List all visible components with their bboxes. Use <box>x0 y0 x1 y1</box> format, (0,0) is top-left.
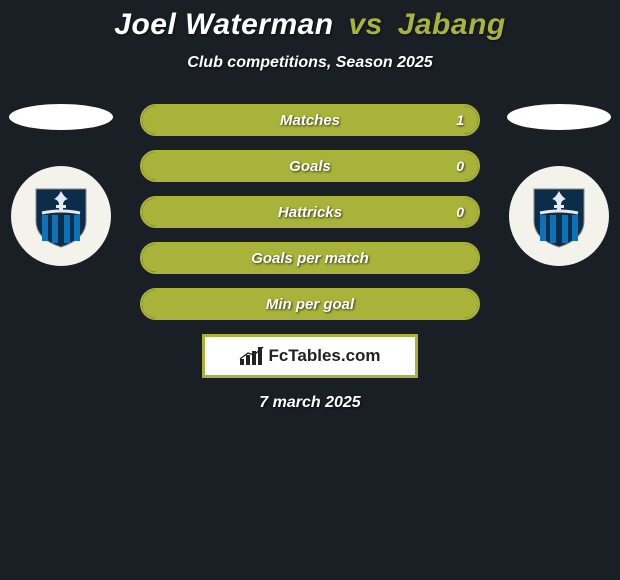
stat-label: Goals <box>142 152 478 180</box>
stat-label: Hattricks <box>142 198 478 226</box>
player1-name: Joel Waterman <box>114 8 333 41</box>
stat-label: Matches <box>142 106 478 134</box>
player2-avatar-ellipse <box>507 104 611 130</box>
montreal-shield-icon <box>32 183 90 249</box>
stat-value-right: 0 <box>456 198 464 226</box>
bar-chart-icon <box>239 346 265 366</box>
player2-name: Jabang <box>398 8 506 41</box>
stat-row: Goals per match <box>140 242 480 274</box>
subtitle: Club competitions, Season 2025 <box>0 54 620 72</box>
stat-label: Goals per match <box>142 244 478 272</box>
player1-avatar-block <box>6 104 116 266</box>
stat-row: Min per goal <box>140 288 480 320</box>
stats-zone: Matches1Goals0Hattricks0Goals per matchM… <box>0 104 620 412</box>
player1-avatar-ellipse <box>9 104 113 130</box>
stat-rows: Matches1Goals0Hattricks0Goals per matchM… <box>140 104 480 320</box>
montreal-shield-icon <box>530 183 588 249</box>
comparison-widget: Joel Waterman vs Jabang Club competition… <box>0 0 620 412</box>
stat-value-right: 0 <box>456 152 464 180</box>
player2-club-badge <box>509 166 609 266</box>
brand-text: FcTables.com <box>268 346 380 366</box>
stat-row: Goals0 <box>140 150 480 182</box>
vs-label: vs <box>348 8 382 41</box>
player2-avatar-block <box>504 104 614 266</box>
player1-club-badge <box>11 166 111 266</box>
stat-label: Min per goal <box>142 290 478 318</box>
stat-row: Hattricks0 <box>140 196 480 228</box>
brand-box[interactable]: FcTables.com <box>202 334 418 378</box>
page-title: Joel Waterman vs Jabang <box>0 8 620 42</box>
footer-date: 7 march 2025 <box>0 394 620 412</box>
stat-value-right: 1 <box>456 106 464 134</box>
stat-row: Matches1 <box>140 104 480 136</box>
